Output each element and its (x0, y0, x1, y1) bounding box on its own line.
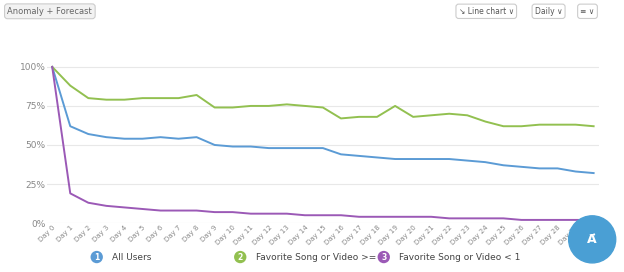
Text: Anomaly + Forecast: Anomaly + Forecast (7, 7, 92, 16)
Text: ≡ ∨: ≡ ∨ (580, 7, 595, 16)
Text: 2: 2 (238, 252, 243, 262)
Text: Favorite Song or Video < 1: Favorite Song or Video < 1 (399, 252, 521, 262)
Text: ↘ Line chart ∨: ↘ Line chart ∨ (459, 7, 514, 16)
Text: A⃗: A⃗ (587, 233, 597, 246)
Text: All Users: All Users (112, 252, 152, 262)
Text: 3: 3 (381, 252, 386, 262)
Text: Daily ∨: Daily ∨ (535, 7, 562, 16)
Text: 1: 1 (94, 252, 99, 262)
Circle shape (568, 216, 616, 263)
Text: Favorite Song or Video >= 3: Favorite Song or Video >= 3 (256, 252, 385, 262)
